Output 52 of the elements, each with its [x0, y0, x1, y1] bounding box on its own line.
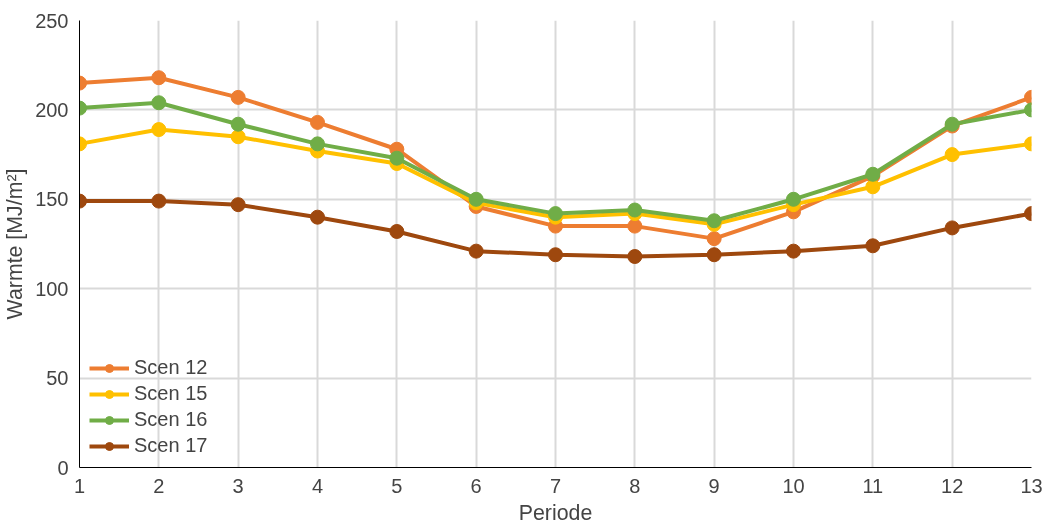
x-axis-title: Periode	[518, 500, 593, 525]
point	[310, 209, 325, 225]
point	[230, 116, 246, 132]
x-tick-label: 4	[311, 474, 324, 497]
x-tick-label: 8	[629, 474, 641, 497]
point	[944, 220, 960, 236]
y-axis-title: Warmte [MJ/m²]	[3, 168, 28, 320]
point	[944, 147, 960, 163]
x-tick-label: 11	[862, 474, 884, 497]
point	[230, 129, 246, 145]
point	[151, 95, 167, 111]
x-tick-label: 13	[1020, 474, 1043, 497]
y-tick-label: 50	[46, 367, 69, 390]
point	[230, 89, 246, 105]
point	[627, 218, 643, 234]
legend-label: Scen 17	[134, 434, 208, 457]
y-tick-label: 0	[57, 456, 69, 479]
point	[468, 243, 484, 259]
point	[627, 202, 643, 218]
x-tick-label: 3	[232, 474, 244, 497]
legend-label: Scen 15	[134, 382, 208, 405]
legend-label: Scen 16	[134, 408, 208, 431]
point	[389, 150, 405, 166]
point	[786, 191, 801, 207]
point	[627, 249, 643, 264]
x-tick-label: 7	[549, 474, 562, 497]
point	[706, 231, 722, 247]
point	[468, 191, 484, 207]
point	[310, 136, 325, 152]
y-tick-label: 250	[35, 9, 69, 32]
y-tick-label: 100	[35, 277, 69, 300]
point	[786, 243, 801, 259]
point	[230, 197, 246, 213]
x-tick-label: 6	[470, 474, 482, 497]
point	[706, 247, 722, 263]
legend-label: Scen 12	[134, 356, 208, 379]
x-tick-label: 12	[941, 474, 964, 497]
x-tick-label: 2	[153, 474, 165, 497]
x-tick-label: 5	[391, 474, 403, 497]
point	[151, 70, 167, 86]
point	[151, 193, 167, 209]
y-tick-label: 150	[35, 188, 69, 211]
x-tick-label: 1	[73, 474, 86, 497]
point	[151, 122, 167, 138]
point	[865, 238, 881, 254]
x-tick-label: 10	[782, 474, 805, 497]
y-tick-label: 200	[35, 98, 69, 121]
point	[548, 247, 563, 263]
x-tick-label: 9	[708, 474, 720, 497]
point	[865, 179, 881, 195]
point	[389, 224, 405, 239]
point	[310, 114, 325, 130]
